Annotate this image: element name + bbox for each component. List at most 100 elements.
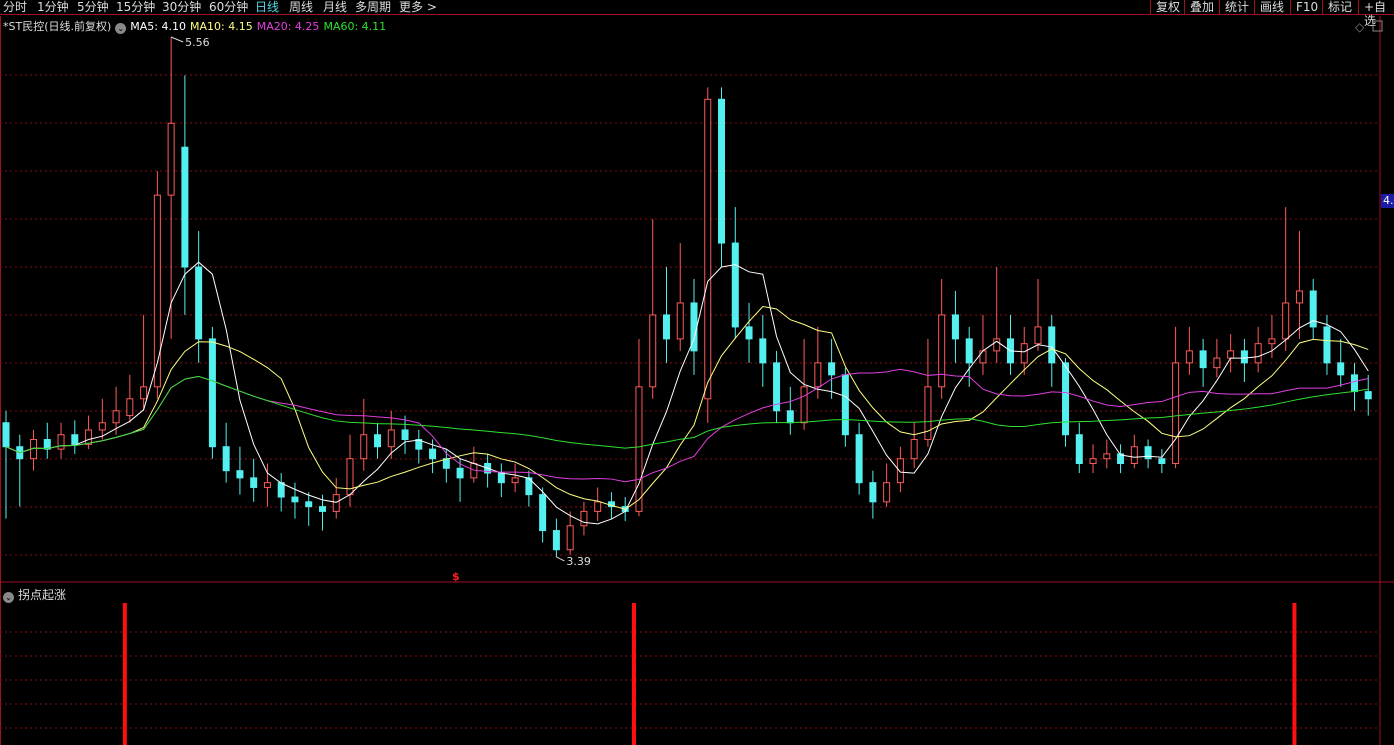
candle-body [222, 446, 230, 472]
candle-body [828, 362, 836, 376]
candle-body [71, 434, 79, 445]
candle-body [1089, 458, 1097, 464]
candle-body [236, 470, 244, 479]
candle-body [401, 429, 409, 441]
candle-body [676, 302, 684, 340]
period-tab-6[interactable]: 日线 [255, 0, 280, 14]
candle-body [374, 434, 382, 448]
ma10-line [5, 306, 1369, 510]
candle-body [167, 122, 175, 196]
candle-body [718, 98, 726, 244]
period-tab-4[interactable]: 30分钟 [162, 0, 202, 14]
price-tag: 4.8 [1381, 194, 1394, 208]
candle-body [57, 434, 65, 450]
candle-body [1117, 453, 1125, 464]
candle-body [566, 525, 574, 551]
candle-body [539, 494, 547, 532]
kline-chart[interactable]: ◇ 5.56 3.39 $ [0, 16, 1394, 745]
tool-button-0[interactable]: 复权 [1150, 0, 1185, 15]
candle-body [731, 242, 739, 328]
candle-body [759, 338, 767, 364]
candle-body [277, 482, 285, 498]
tool-button-3[interactable]: 画线 [1254, 0, 1289, 15]
indicator-title: 拐点起涨 [18, 588, 67, 602]
candle-body [1282, 302, 1290, 340]
candle-body [1350, 374, 1358, 393]
tool-button-6[interactable]: +自选 [1358, 0, 1394, 28]
candle-body [195, 266, 203, 340]
candle-body [1295, 290, 1303, 304]
tool-button-1[interactable]: 叠加 [1184, 0, 1219, 15]
ma5-line [5, 261, 1369, 525]
candle-body [250, 477, 258, 488]
candle-body [126, 398, 134, 417]
ma10-value: MA10: 4.15 [190, 20, 253, 33]
period-tab-9[interactable]: 多周期 [355, 0, 392, 14]
candle-body [883, 482, 891, 503]
candle-body [1158, 458, 1166, 464]
candle-body [1103, 453, 1111, 460]
candle-body [1172, 362, 1180, 464]
candle-body [1254, 343, 1262, 364]
candle-body [662, 314, 670, 340]
signal-bar [1292, 603, 1297, 745]
low-pointer [556, 556, 565, 562]
candle-body [1144, 446, 1152, 460]
candle-body [1240, 350, 1248, 364]
period-tab-7[interactable]: 周线 [289, 0, 314, 14]
indicator-header: ⌄ 拐点起涨 [3, 586, 66, 603]
candle-body [635, 386, 643, 512]
low-price-label: 3.39 [566, 555, 591, 568]
period-tab-2[interactable]: 5分钟 [77, 0, 109, 14]
candle-body [291, 496, 299, 503]
candle-body [552, 530, 560, 551]
candle-body [1062, 362, 1070, 436]
candle-body [1130, 446, 1138, 464]
candle-body [208, 338, 216, 448]
candle-body [1268, 338, 1276, 345]
candle-body [429, 448, 437, 460]
ma20-value: MA20: 4.25 [256, 20, 320, 33]
candle-body [951, 314, 959, 340]
tool-button-4[interactable]: F10 [1290, 0, 1323, 15]
candle-body [869, 482, 877, 503]
candle-body [786, 410, 794, 424]
candle-body [649, 314, 657, 388]
period-tab-10[interactable]: 更多 > [399, 0, 437, 14]
tool-button-5[interactable]: 标记 [1322, 0, 1357, 15]
candle-body [387, 429, 395, 448]
candle-body [181, 146, 189, 268]
candle-body [1199, 350, 1207, 369]
candle-body [2, 422, 10, 448]
candle-body [305, 501, 313, 508]
period-tab-1[interactable]: 1分钟 [37, 0, 69, 14]
signal-bar [122, 603, 127, 745]
period-tab-8[interactable]: 月线 [323, 0, 348, 14]
ma5-value: MA5: 4.10 [130, 20, 186, 33]
period-tab-0[interactable]: 分时 [3, 0, 28, 14]
period-toolbar: 分时 1分钟 5分钟 15分钟 30分钟 60分钟 日线 周线 月线 多周期 更多 > 复权 叠加 统计画… [0, 0, 1394, 28]
tool-button-2[interactable]: 统计 [1219, 0, 1254, 15]
ma60-value: MA60: 4.11 [323, 20, 387, 33]
candle-body [773, 362, 781, 412]
candle-body [1337, 362, 1345, 376]
candle-body [140, 386, 148, 400]
event-marker: $ [452, 570, 460, 583]
candle-body [594, 501, 602, 512]
candle-body [924, 386, 932, 441]
diamond-icon: ◇ [1355, 20, 1365, 34]
period-tab-5[interactable]: 60分钟 [209, 0, 249, 14]
candle-body [497, 472, 505, 484]
candle-body [511, 477, 519, 484]
period-tab-3[interactable]: 15分钟 [116, 0, 156, 14]
indicator-settings-icon[interactable]: ⌄ [3, 592, 14, 603]
candle-body [1213, 357, 1221, 369]
candle-body [1185, 350, 1193, 364]
candle-body [1309, 290, 1317, 328]
candle-body [1020, 343, 1028, 364]
candle-body [263, 482, 271, 488]
stock-title: *ST民控(日线.前复权) [3, 20, 112, 33]
settings-icon[interactable]: ⌄ [115, 23, 127, 34]
candle-body [112, 410, 120, 424]
candle-body [318, 506, 326, 512]
